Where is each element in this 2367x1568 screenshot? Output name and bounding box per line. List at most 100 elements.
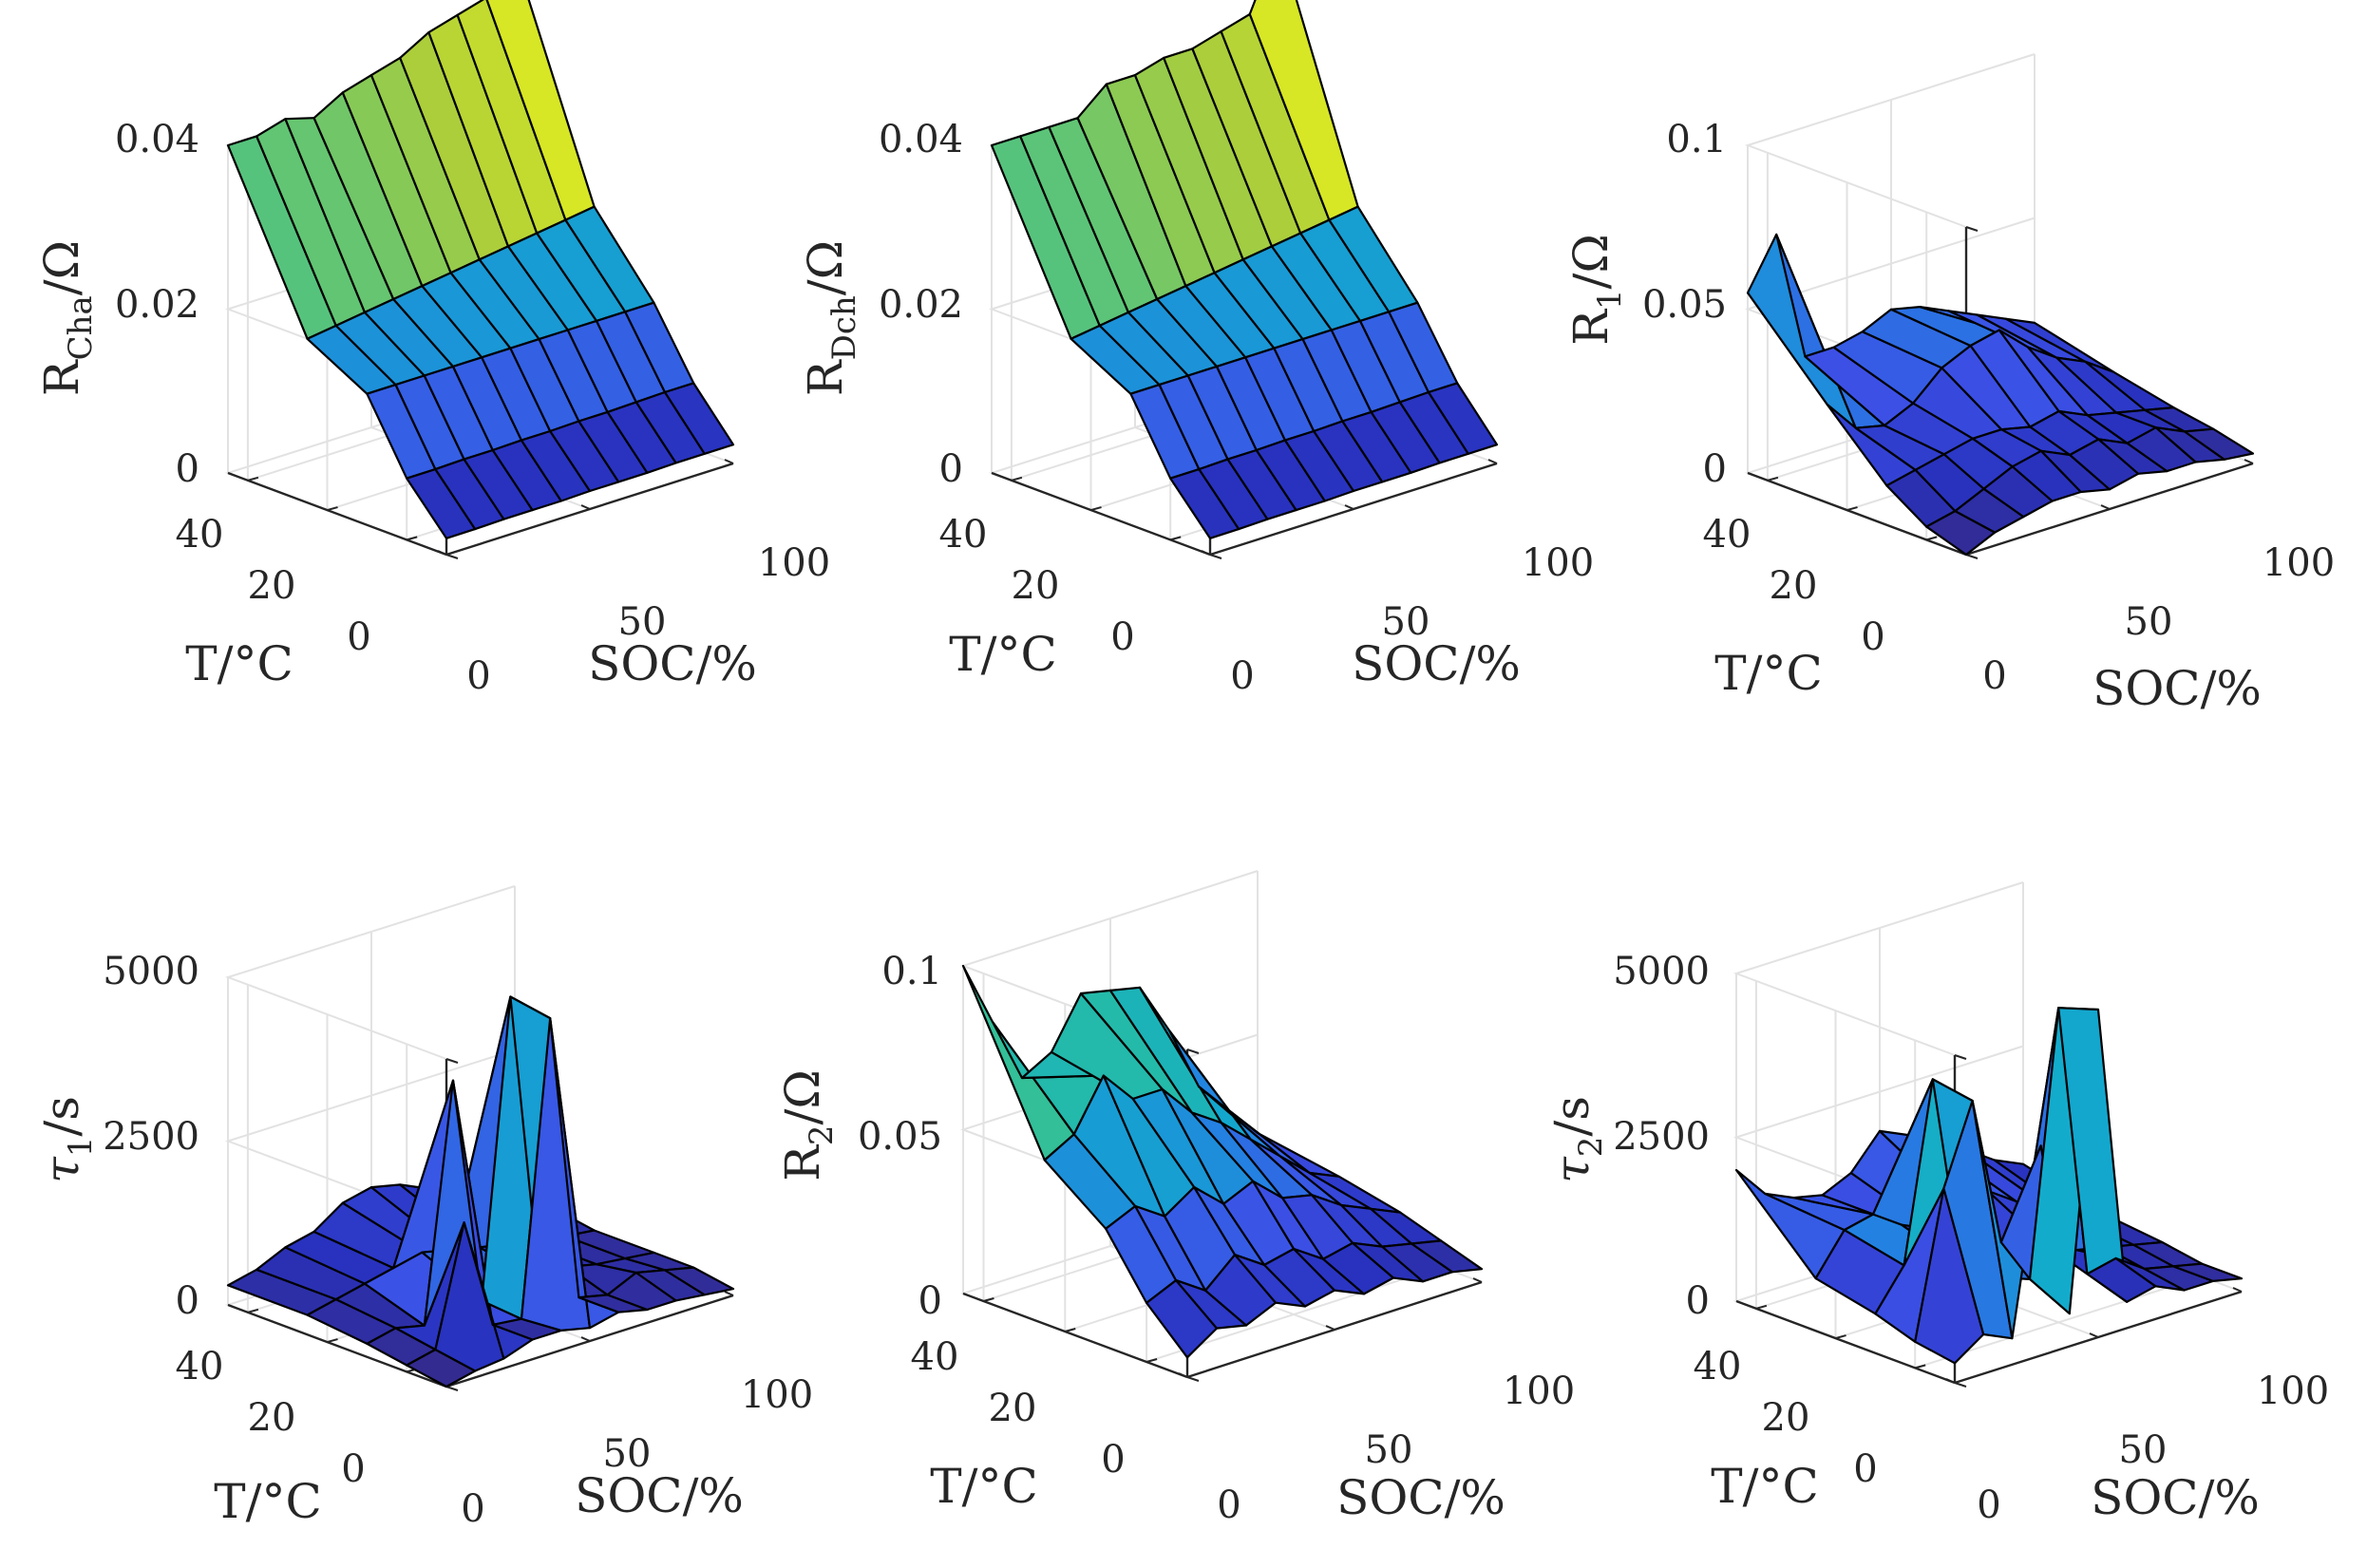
xtick-r2-1: 50	[1365, 1428, 1413, 1472]
y-axis-r2	[962, 1292, 1188, 1379]
xtick-r2-2: 100	[1503, 1370, 1575, 1413]
surface-patch-rcha-0-9	[663, 382, 735, 455]
y-axis-rdch	[991, 471, 1211, 557]
xtick-r1-0: 0	[1982, 654, 2006, 698]
xtick-r1-2: 100	[2263, 541, 2335, 585]
ztick-rcha-0: 0	[176, 447, 199, 491]
surface-patch-r2-0-9	[1410, 1239, 1484, 1274]
xtickmark-rcha-0	[437, 550, 447, 556]
ytick-tau1-2: 40	[176, 1345, 224, 1389]
surface-tau2	[1733, 881, 2244, 1388]
xtickmark-r2-1	[1325, 1325, 1335, 1331]
xtick-tau1-0: 0	[461, 1487, 484, 1531]
ytickmark-tau2-2	[1755, 1304, 1768, 1310]
xtick-tau1-2: 100	[741, 1373, 813, 1417]
ytick-rcha-1: 20	[248, 564, 296, 608]
xtick-rcha-0: 0	[466, 654, 490, 698]
panel-r2: 0 0.05 0.1 0 20 40 0 50 100 T/°C SOC/% R…	[775, 870, 1575, 1527]
ztick-tau2-1: 2500	[1613, 1115, 1710, 1159]
zlabel-r2: R2/Ω	[775, 1069, 841, 1181]
xtickmark-tau2-1	[2089, 1332, 2099, 1338]
ytick-rdch-0: 0	[1110, 615, 1134, 659]
xtick-r2-0: 0	[1217, 1483, 1240, 1527]
ztick-r2-2: 0.1	[881, 950, 942, 993]
ytick-tau2-0: 0	[1853, 1447, 1877, 1491]
xtick-rcha-2: 100	[758, 541, 830, 585]
ztick-r2-0: 0	[918, 1279, 942, 1323]
xlabel-r2: SOC/%	[1336, 1470, 1505, 1525]
surface-patch-rdch-0-9	[1427, 382, 1499, 455]
ztickmark-rcha-0	[445, 554, 459, 559]
xlabel-tau2: SOC/%	[2091, 1470, 2260, 1525]
zlabel-rdch: RDch/Ω	[798, 240, 863, 396]
ytick-r2-2: 40	[911, 1335, 959, 1379]
xtick-tau2-0: 0	[1977, 1483, 2000, 1527]
xtick-tau2-1: 50	[2119, 1428, 2168, 1472]
xlabel-r1: SOC/%	[2092, 661, 2262, 716]
zlabel-tau2: τ2/s	[1544, 1096, 1610, 1183]
xtickmark-tau1-1	[580, 1336, 591, 1342]
ytick-tau2-2: 40	[1694, 1345, 1742, 1389]
xtick-tau2-2: 100	[2257, 1370, 2329, 1413]
ytick-rdch-1: 20	[1012, 564, 1060, 608]
ytickmark-r1-2	[1767, 476, 1779, 482]
xtickmark-rcha-2	[724, 459, 734, 464]
ytickmark-tau2-1	[1835, 1334, 1846, 1340]
surface-r2	[959, 870, 1484, 1382]
zlabel-r1: R1/Ω	[1563, 234, 1629, 346]
ytick-r1-1: 20	[1770, 564, 1818, 608]
surface-rcha	[224, 0, 735, 559]
y-axis-tau1	[227, 1303, 447, 1389]
xlabel-rdch: SOC/%	[1352, 636, 1521, 691]
ztickmark-r2-0	[1186, 1376, 1200, 1382]
ylabel-rcha: T/°C	[185, 636, 293, 691]
ytickmark-r2-2	[983, 1297, 994, 1302]
ytickmark-r2-1	[1065, 1328, 1076, 1332]
ztickmark-r1-2	[1965, 226, 1979, 232]
zlabel-rcha: RCha/Ω	[34, 240, 100, 396]
ztick-tau2-0: 0	[1686, 1279, 1710, 1323]
xtickmark-tau1-2	[724, 1291, 734, 1296]
xtickmark-tau2-0	[1945, 1378, 1956, 1384]
ytickmark-r2-0	[1146, 1358, 1158, 1363]
ztick-rdch-0: 0	[939, 447, 963, 491]
xtick-rcha-1: 50	[618, 600, 667, 644]
panel-r1: 0 0.05 0.1 0 20 40 0 50 100 T/°C SOC/% R…	[1563, 53, 2335, 716]
ytickmark-r1-0	[1925, 536, 1938, 541]
xtickmark-tau2-2	[2232, 1287, 2243, 1293]
surface-patch-tau2-0-9	[2171, 1262, 2244, 1283]
ztickmark-r1-0	[1965, 554, 1979, 559]
ylabel-rdch: T/°C	[949, 627, 1056, 682]
y-axis-tau2	[1735, 1299, 1956, 1385]
surface-patch-tau1-0-9	[663, 1266, 735, 1296]
ztick-tau1-2: 5000	[103, 950, 199, 993]
ztick-rcha-1: 0.02	[115, 283, 199, 327]
xtick-rdch-2: 100	[1522, 541, 1594, 585]
panel-tau2: 0 2500 5000 0 20 40 0 50 100 T/°C SOC/% …	[1544, 881, 2329, 1527]
xtickmark-r2-0	[1178, 1372, 1188, 1378]
surface-tau1	[224, 885, 735, 1391]
ytick-tau2-1: 20	[1762, 1396, 1810, 1440]
ytickmark-rdch-0	[1169, 536, 1182, 541]
ylabel-tau2: T/°C	[1711, 1459, 1818, 1514]
surface-r1	[1744, 53, 2255, 559]
xtickmark-rdch-1	[1344, 504, 1354, 510]
ylabel-r2: T/°C	[930, 1459, 1037, 1514]
y-axis-r1	[1747, 471, 1967, 557]
ztick-r1-0: 0	[1703, 447, 1727, 491]
xtick-rdch-1: 50	[1382, 600, 1430, 644]
ztickmark-tau2-0	[1954, 1382, 1967, 1388]
panel-rcha: 0 0.02 0.04 0 20 40 0 50 100 T/°C SOC/% …	[34, 0, 830, 698]
panel-tau1: 0 2500 5000 0 20 40 0 50 100 T/°C SOC/% …	[34, 885, 813, 1531]
ztick-tau2-2: 5000	[1613, 950, 1710, 993]
ytick-r1-0: 0	[1861, 615, 1884, 659]
surface-patch-r1-0-9	[2183, 427, 2255, 461]
xtickmark-r1-1	[2100, 504, 2111, 510]
y-axis-rcha	[227, 471, 447, 557]
ztick-r1-1: 0.05	[1642, 283, 1727, 327]
ylabel-r1: T/°C	[1714, 646, 1822, 701]
ztick-tau1-1: 2500	[103, 1115, 199, 1159]
ytick-tau1-1: 20	[248, 1396, 296, 1440]
xlabel-tau1: SOC/%	[575, 1468, 744, 1523]
ytick-tau1-0: 0	[341, 1447, 365, 1491]
